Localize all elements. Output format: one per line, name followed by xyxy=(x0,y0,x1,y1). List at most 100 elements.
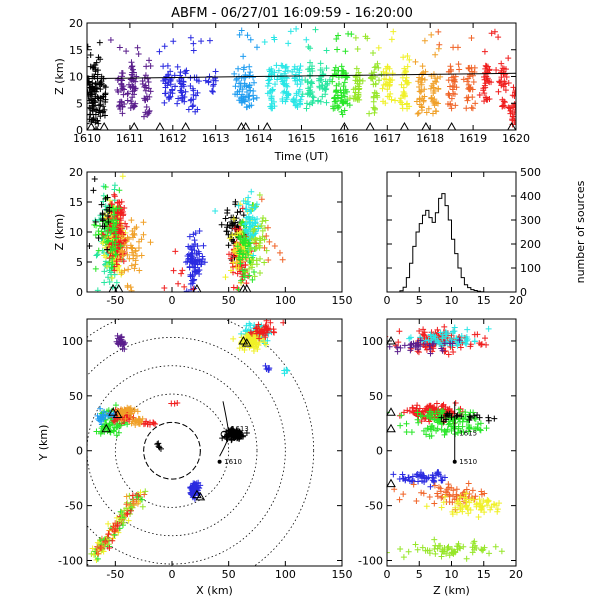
source-point xyxy=(281,370,288,377)
source-point xyxy=(228,426,235,433)
source-point xyxy=(396,475,403,482)
source-point xyxy=(182,259,189,266)
figure-title: ABFM - 06/27/01 16:09:59 - 16:20:00 xyxy=(171,6,413,21)
source-point xyxy=(185,106,192,113)
source-point xyxy=(445,90,452,97)
source-point xyxy=(261,236,268,243)
source-point xyxy=(413,98,420,105)
source-point xyxy=(233,244,240,251)
source-point xyxy=(190,47,197,54)
source-point xyxy=(435,542,442,549)
source-point xyxy=(129,66,136,73)
source-point xyxy=(323,99,330,106)
source-point xyxy=(170,38,177,45)
source-point xyxy=(178,270,185,277)
source-point xyxy=(141,491,148,498)
source-point xyxy=(427,426,434,433)
source-point xyxy=(233,432,240,439)
source-point xyxy=(238,74,245,81)
source-point xyxy=(422,337,429,344)
source-point xyxy=(94,555,101,562)
source-point xyxy=(354,78,361,85)
source-point xyxy=(352,89,359,96)
source-point xyxy=(351,92,358,99)
source-point xyxy=(429,341,436,348)
source-point xyxy=(244,215,251,222)
time-height-xtick-label: 1618 xyxy=(416,132,444,145)
source-point xyxy=(488,30,495,37)
source-point xyxy=(412,58,419,65)
source-point xyxy=(252,219,259,226)
source-point xyxy=(340,100,347,107)
station-marker xyxy=(101,423,112,433)
source-point xyxy=(137,489,144,496)
source-point xyxy=(267,319,274,326)
source-point xyxy=(258,196,265,203)
source-point xyxy=(87,90,94,97)
source-point xyxy=(498,82,505,89)
plan-xtick-label: 50 xyxy=(222,568,236,581)
source-point xyxy=(390,28,397,35)
source-point xyxy=(439,546,446,553)
source-point xyxy=(234,243,241,250)
source-point xyxy=(403,428,410,435)
source-point xyxy=(237,97,244,104)
source-point xyxy=(423,503,430,510)
source-point xyxy=(194,259,201,266)
source-point xyxy=(237,260,244,267)
source-point xyxy=(256,325,263,332)
source-point xyxy=(119,339,126,346)
hist-xtick-label: 5 xyxy=(416,294,423,307)
source-point xyxy=(266,66,273,73)
source-point xyxy=(472,493,479,500)
source-point xyxy=(98,544,105,551)
source-point xyxy=(432,472,439,479)
source-point xyxy=(252,204,259,211)
source-point xyxy=(113,235,120,242)
source-point xyxy=(435,417,442,424)
source-point xyxy=(241,294,247,300)
source-point xyxy=(484,69,491,76)
source-point xyxy=(454,342,461,349)
source-point xyxy=(127,242,134,249)
source-point xyxy=(438,414,445,421)
source-point xyxy=(118,269,125,276)
source-point xyxy=(237,247,244,254)
xz-ytick-label: 0 xyxy=(76,286,83,299)
source-point xyxy=(372,81,379,88)
source-point xyxy=(400,54,407,61)
source-point xyxy=(257,255,264,262)
source-point xyxy=(414,409,421,416)
source-point xyxy=(210,82,217,89)
station-marker xyxy=(155,121,165,131)
range-ring xyxy=(87,319,315,566)
source-point xyxy=(415,349,422,356)
source-point xyxy=(467,409,474,416)
source-point xyxy=(143,418,150,425)
source-point xyxy=(446,552,453,559)
source-point xyxy=(243,83,250,90)
source-point xyxy=(236,345,243,352)
source-point xyxy=(303,100,310,107)
source-point xyxy=(116,102,123,109)
source-point xyxy=(334,46,341,53)
source-point xyxy=(438,504,445,511)
source-point xyxy=(498,60,505,67)
source-point xyxy=(422,68,429,75)
source-point xyxy=(122,220,129,227)
source-point xyxy=(147,239,154,246)
source-point xyxy=(168,400,175,407)
source-point xyxy=(427,345,434,352)
source-point xyxy=(90,187,97,194)
source-point xyxy=(478,341,485,348)
source-point xyxy=(331,67,338,74)
source-point xyxy=(236,250,243,257)
source-point xyxy=(129,94,136,101)
source-point xyxy=(468,34,475,41)
source-point xyxy=(448,484,455,491)
source-point xyxy=(447,101,454,108)
source-point xyxy=(462,338,469,345)
source-point xyxy=(194,268,201,275)
source-point xyxy=(481,509,488,516)
source-point xyxy=(129,83,136,90)
